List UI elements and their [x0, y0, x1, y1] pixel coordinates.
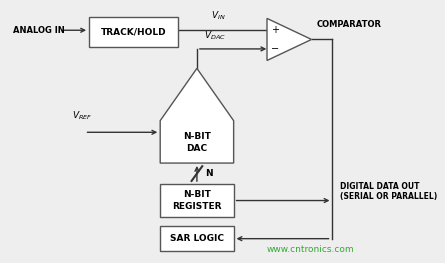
- Text: www.cntronics.com: www.cntronics.com: [267, 245, 355, 254]
- Text: ANALOG IN: ANALOG IN: [13, 26, 65, 35]
- Text: (SERIAL OR PARALLEL): (SERIAL OR PARALLEL): [340, 192, 437, 201]
- Polygon shape: [160, 68, 234, 163]
- Text: −: −: [271, 44, 279, 54]
- Text: N-BIT
DAC: N-BIT DAC: [183, 133, 211, 153]
- Text: DIGITAL DATA OUT: DIGITAL DATA OUT: [340, 181, 419, 191]
- Text: $V_{IN}$: $V_{IN}$: [211, 10, 225, 22]
- Text: COMPARATOR: COMPARATOR: [317, 21, 382, 29]
- Text: $V_{DAC}$: $V_{DAC}$: [204, 30, 225, 42]
- Text: +: +: [271, 25, 279, 35]
- Text: N-BIT
REGISTER: N-BIT REGISTER: [172, 190, 222, 211]
- FancyBboxPatch shape: [160, 226, 234, 251]
- FancyBboxPatch shape: [160, 184, 234, 217]
- FancyBboxPatch shape: [89, 17, 178, 47]
- Polygon shape: [267, 18, 312, 60]
- Text: TRACK/HOLD: TRACK/HOLD: [101, 28, 166, 37]
- Text: $V_{REF}$: $V_{REF}$: [72, 109, 93, 122]
- Text: SAR LOGIC: SAR LOGIC: [170, 234, 224, 243]
- Text: N: N: [205, 169, 213, 178]
